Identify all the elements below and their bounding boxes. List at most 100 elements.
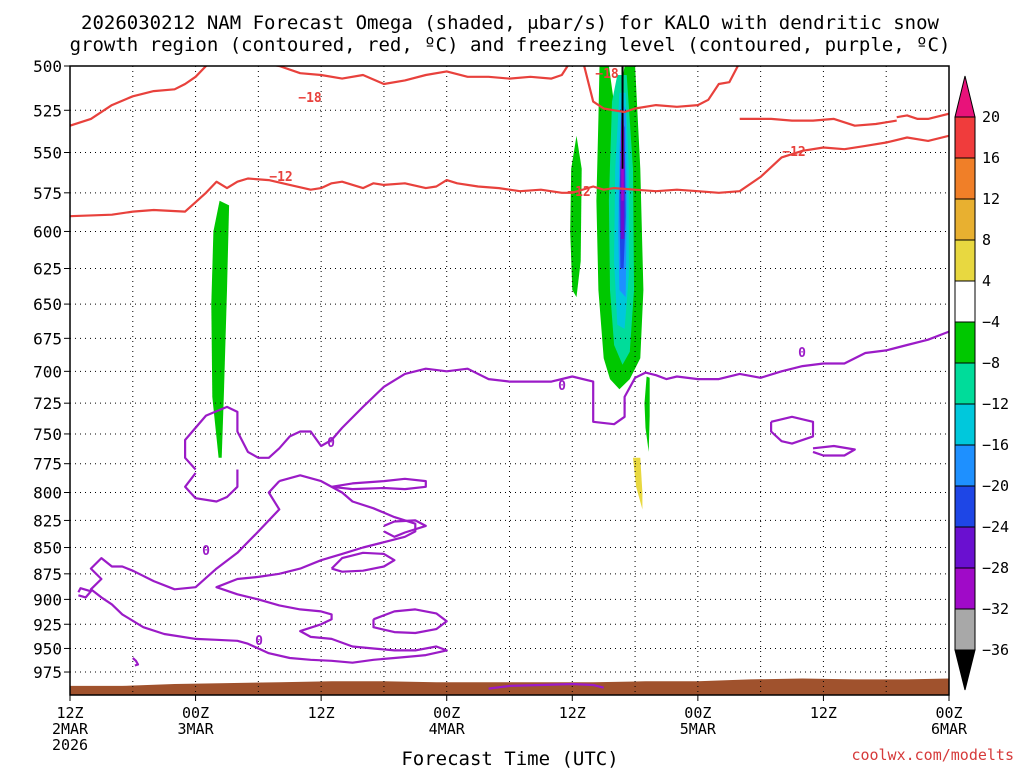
colorbar-band-5 [954, 321, 976, 364]
y-tick-label-925: 925 [33, 615, 62, 634]
x-tick-label-5-1: 5MAR [680, 720, 717, 738]
colorbar-label-10: −24 [982, 518, 1009, 536]
purple-contour-8 [812, 444, 856, 457]
colorbar-label-12: −32 [982, 600, 1009, 618]
colorbar-label-7: −12 [982, 395, 1009, 413]
colorbar-band-6 [954, 362, 976, 405]
x-tick-label-3-0: 00Z [433, 704, 460, 722]
chart-title-line-2: growth region (contoured, red, ºC) and f… [70, 34, 951, 56]
y-tick-label-875: 875 [33, 565, 62, 584]
colorbar-band-10 [954, 526, 976, 569]
y-tick-label-500: 500 [33, 57, 62, 76]
red-contour-3 [70, 134, 949, 218]
contour-label-zero-5: 0 [255, 634, 263, 649]
x-axis-title: Forecast Time (UTC) [401, 748, 618, 768]
colorbar-band-2 [954, 198, 976, 241]
contour-label-minus12-mid: −12 [567, 185, 590, 200]
contour-layer [70, 66, 949, 690]
colorbar-label-9: −20 [982, 477, 1009, 495]
colorbar-label-8: −16 [982, 436, 1009, 454]
colorbar-label-13: −36 [982, 641, 1009, 659]
purple-contour-1 [184, 469, 239, 503]
purple-contour-6 [383, 519, 427, 538]
y-tick-label-850: 850 [33, 539, 62, 558]
contour-label-minus12-right: −12 [782, 145, 805, 160]
x-tick-label-0-1: 2MAR [52, 720, 89, 738]
contour-label-zero-4: 0 [202, 544, 210, 559]
contour-label-zero-2: 0 [558, 379, 566, 394]
omega-shade-11 [633, 457, 643, 510]
colorbar-band-0 [954, 116, 976, 159]
purple-contour-5 [372, 608, 448, 635]
colorbar-label-1: 16 [982, 149, 1000, 167]
y-tick-label-825: 825 [33, 511, 62, 530]
colorbar-band-12 [954, 608, 976, 651]
x-tick-label-0-0: 12Z [56, 704, 83, 722]
colorbar-band-8 [954, 444, 976, 487]
colorbar-label-11: −28 [982, 559, 1009, 577]
y-tick-label-900: 900 [33, 590, 62, 609]
omega-shade-10 [621, 66, 624, 169]
purple-contour-7 [769, 415, 815, 445]
omega-shade-3 [644, 376, 650, 452]
y-tick-label-950: 950 [33, 639, 62, 658]
colorbar-top-tip [954, 75, 976, 118]
colorbar-label-2: 12 [982, 190, 1000, 208]
x-tick-label-2-0: 12Z [308, 704, 335, 722]
chart-title-line-1: 2026030212 NAM Forecast Omega (shaded, μ… [81, 12, 939, 34]
credit-text: coolwx.com/modelts [851, 746, 1014, 764]
y-axis: 500 525 550 575 600 625 650 675 700 725 750 775 800 8… [33, 57, 70, 682]
red-contour-0 [70, 66, 740, 127]
y-tick-label-625: 625 [33, 259, 62, 278]
contour-label-zero-1: 0 [327, 436, 335, 451]
y-tick-label-975: 975 [33, 663, 62, 682]
colorbar-label-5: −4 [982, 313, 1000, 331]
purple-contour-3 [331, 477, 427, 491]
purple-contour-10 [132, 657, 140, 667]
plot-frame [69, 65, 950, 696]
red-contour-1 [896, 112, 949, 121]
colorbar-label-0: 20 [982, 108, 1000, 126]
y-tick-label-675: 675 [33, 329, 62, 348]
y-tick-label-550: 550 [33, 143, 62, 162]
purple-contour-4 [330, 551, 396, 573]
x-tick-label-3-1: 4MAR [429, 720, 466, 738]
x-tick-label-7-0: 00Z [935, 704, 962, 722]
x-tick-label-1-0: 00Z [182, 704, 209, 722]
contour-label-minus18: −18 [298, 91, 322, 106]
contour-label-zero-3: 0 [798, 346, 806, 361]
x-tick-label-1-1: 3MAR [178, 720, 215, 738]
y-tick-label-700: 700 [33, 362, 62, 381]
x-tick-label-6-0: 12Z [810, 704, 837, 722]
contour-label-minus12: −12 [269, 170, 292, 185]
contour-label-minus18-top: −18 [595, 67, 619, 82]
y-tick-label-750: 750 [33, 425, 62, 444]
omega-shade-0 [211, 200, 230, 458]
y-tick-label-775: 775 [33, 455, 62, 474]
x-tick-label-0-2: 2026 [52, 736, 88, 754]
colorbar-label-6: −8 [982, 354, 1000, 372]
omega-shade-1 [570, 135, 582, 298]
y-tick-label-650: 650 [33, 295, 62, 314]
omega-shading-layer [211, 66, 650, 510]
y-tick-label-600: 600 [33, 222, 62, 241]
colorbar-band-4 [954, 280, 976, 323]
x-tick-label-5-0: 00Z [684, 704, 711, 722]
colorbar-band-11 [954, 567, 976, 610]
purple-contour-9 [77, 587, 93, 599]
plot-area: −18 −18 −12 −12 −12 0 0 0 0 0 [69, 65, 950, 696]
x-tick-label-7-1: 6MAR [931, 720, 968, 738]
y-tick-label-525: 525 [33, 101, 62, 120]
y-tick-label-575: 575 [33, 184, 62, 203]
contour-label-layer: −18 −18 −12 −12 −12 0 0 0 0 0 [202, 67, 806, 649]
colorbar-bottom-tip [954, 649, 976, 691]
y-tick-label-725: 725 [33, 394, 62, 413]
colorbar-band-7 [954, 403, 976, 446]
colorbar-band-9 [954, 485, 976, 528]
x-tick-label-4-0: 12Z [559, 704, 586, 722]
colorbar-label-3: 8 [982, 231, 991, 249]
y-tick-label-800: 800 [33, 484, 62, 503]
colorbar-label-4: 4 [982, 272, 991, 290]
